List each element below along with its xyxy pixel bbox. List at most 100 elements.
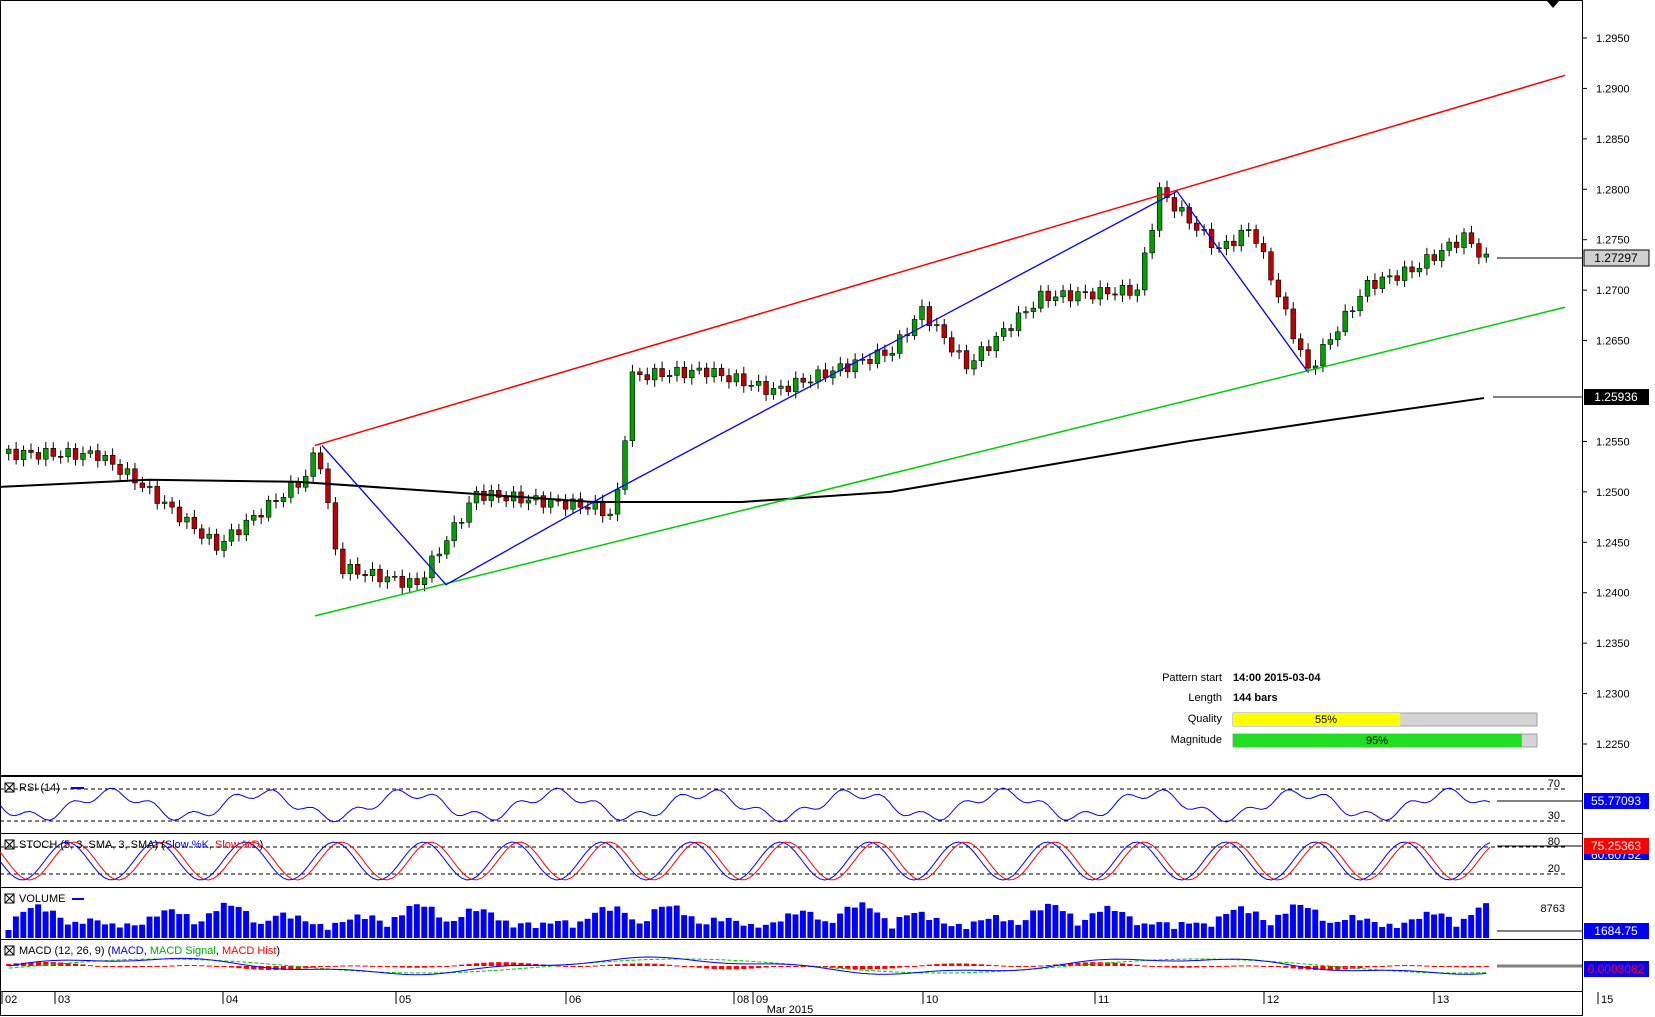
macd-hist-bar [20, 962, 27, 966]
volume-bar [1030, 910, 1037, 938]
macd-hist-bar [132, 966, 138, 968]
macd-hist-bar [748, 966, 754, 969]
day-label: 09 [756, 994, 768, 1006]
macd-hist-bar [1320, 966, 1326, 971]
macd-hist-bar [184, 965, 190, 967]
volume-bar [941, 923, 947, 938]
volume-bar [272, 915, 279, 938]
macd-hist-bar [637, 963, 643, 966]
volume-bar [621, 912, 628, 938]
volume-bar [918, 911, 925, 938]
macd-hist-bar [778, 966, 784, 967]
price-tick-label: 1.2750 [1596, 235, 1630, 247]
candle-body [629, 371, 636, 442]
candle-body [436, 553, 443, 557]
volume-bar [1408, 919, 1415, 938]
macd-hist-bar [770, 966, 777, 968]
macd-hist-bar [511, 962, 517, 966]
volume-bar [1096, 911, 1103, 938]
scroll-marker-icon[interactable] [1547, 1, 1559, 8]
rsi-toggle-icon[interactable] [4, 782, 15, 793]
candle-body [369, 568, 376, 576]
candle-body [1394, 275, 1400, 281]
macd-hist-bar [1067, 963, 1074, 966]
candle-body [926, 306, 933, 326]
quality-bar-fill [1233, 713, 1401, 726]
volume-bar [502, 920, 509, 938]
price-tick-label: 1.2400 [1596, 588, 1630, 600]
macd-hist-bar [949, 963, 955, 966]
volume-bar [1334, 921, 1341, 938]
volume-scale: 8763 [1541, 903, 1565, 915]
volume-bar [168, 909, 175, 938]
volume-bar [673, 905, 680, 938]
volume-bar [1022, 920, 1029, 938]
day-label: 02 [5, 994, 17, 1006]
candle-body [43, 447, 49, 460]
candle-body [109, 455, 116, 465]
macd-hist-bar [696, 966, 702, 968]
stoch-toggle-icon[interactable] [4, 839, 15, 850]
volume-bar [1238, 906, 1244, 938]
stoch-sep: , [209, 839, 215, 851]
macd-value-box [1584, 961, 1649, 977]
macd-hist-bar [317, 966, 324, 967]
candle-body [1290, 308, 1296, 340]
macd-hist-bar [436, 966, 442, 967]
volume-bar [807, 911, 814, 938]
macd-panel: MACD (12, 26, 9) (MACD, MACD Signal, MAC… [0, 939, 1649, 992]
volume-toggle-icon[interactable] [4, 893, 15, 904]
candle-body [80, 453, 86, 460]
pattern-start-label: Pattern start [1162, 672, 1222, 684]
volume-bar [1453, 926, 1460, 938]
candle-body [852, 359, 858, 373]
macd-hist-bar [481, 962, 487, 966]
candle-body [1246, 229, 1252, 231]
macd-hist-bar [600, 965, 606, 967]
macd-toggle-icon[interactable] [4, 945, 15, 956]
volume-bar [176, 914, 183, 938]
candle-body [867, 359, 873, 364]
candle-body [644, 374, 650, 381]
volume-bar [183, 914, 190, 938]
volume-bar [525, 922, 532, 938]
volume-bar [1215, 916, 1222, 938]
candle-body [1134, 289, 1140, 296]
candle-body [377, 568, 383, 583]
macd-hist-bar [191, 965, 197, 967]
volume-bar [614, 906, 621, 938]
volume-bar [458, 917, 465, 938]
volume-bar [1327, 922, 1334, 938]
volume-bar [1304, 908, 1311, 938]
macd-hist-bar [1208, 966, 1215, 967]
candle-body [1283, 296, 1289, 310]
candle-body [889, 353, 895, 356]
macd-hist-bar [830, 966, 836, 968]
macd-hist-bar [1416, 965, 1423, 967]
macd-hist-bar [414, 966, 420, 968]
volume-bar [1089, 913, 1096, 938]
macd-hist-bar [1156, 966, 1163, 967]
volume-bar [295, 915, 301, 938]
candle-body [28, 449, 34, 453]
macd-hist-bar [674, 965, 680, 967]
candle-body [1409, 266, 1415, 273]
candle-body [251, 515, 257, 521]
candle-body [1000, 328, 1007, 337]
volume-bar [280, 912, 287, 938]
volume-bar [50, 910, 56, 938]
macd-hist-bar [1283, 966, 1289, 968]
macd-hist-bar [421, 966, 428, 968]
macd-hist-bar [1097, 962, 1103, 966]
candle-body [562, 500, 569, 510]
volume-bar [436, 917, 443, 938]
candle-body [986, 346, 992, 352]
macd-hist-legend: MACD Hist [222, 945, 276, 957]
candle-body [1453, 241, 1460, 248]
candle-body [1320, 344, 1326, 367]
candle-body [288, 482, 294, 498]
macd-hist-bar [607, 964, 613, 966]
macd-hist-bar [496, 962, 502, 966]
volume-bar [473, 911, 480, 938]
